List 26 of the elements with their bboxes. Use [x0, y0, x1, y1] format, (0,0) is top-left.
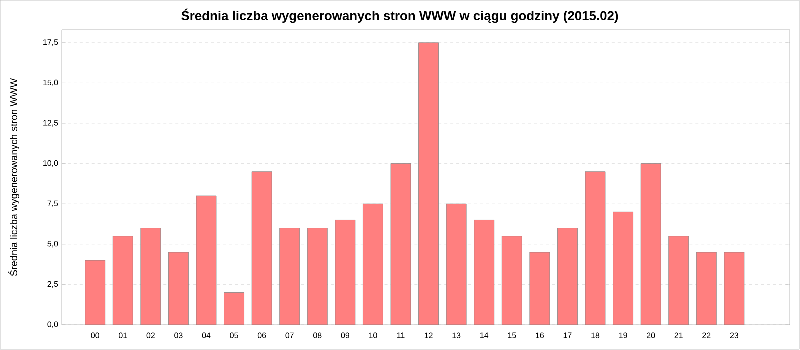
bar: [696, 252, 717, 325]
bar: [168, 252, 189, 325]
bar: [668, 236, 689, 325]
bar: [558, 228, 578, 325]
bar: [85, 260, 106, 325]
bar: [140, 228, 161, 325]
bar: [280, 228, 300, 325]
bar: [196, 196, 216, 325]
bar: [502, 236, 522, 325]
bar: [390, 164, 411, 325]
bar: [113, 236, 134, 325]
chart-title: Średnia liczba wygenerowanych stron WWW w ciągu godziny (2015.02): [182, 8, 618, 24]
y-axis-title: Średnia liczba wygenerowanych stron WWW: [8, 78, 20, 276]
bar: [224, 292, 244, 325]
bar: [252, 172, 272, 325]
bar: [586, 172, 606, 325]
bar: [641, 164, 662, 325]
bar: [335, 220, 356, 325]
bar: [613, 212, 634, 325]
bar: [446, 204, 467, 325]
bar: [530, 252, 550, 325]
bar: [474, 220, 494, 325]
bar: [418, 42, 439, 325]
bar: [363, 204, 384, 325]
bar: [308, 228, 328, 325]
bar: [724, 252, 745, 325]
